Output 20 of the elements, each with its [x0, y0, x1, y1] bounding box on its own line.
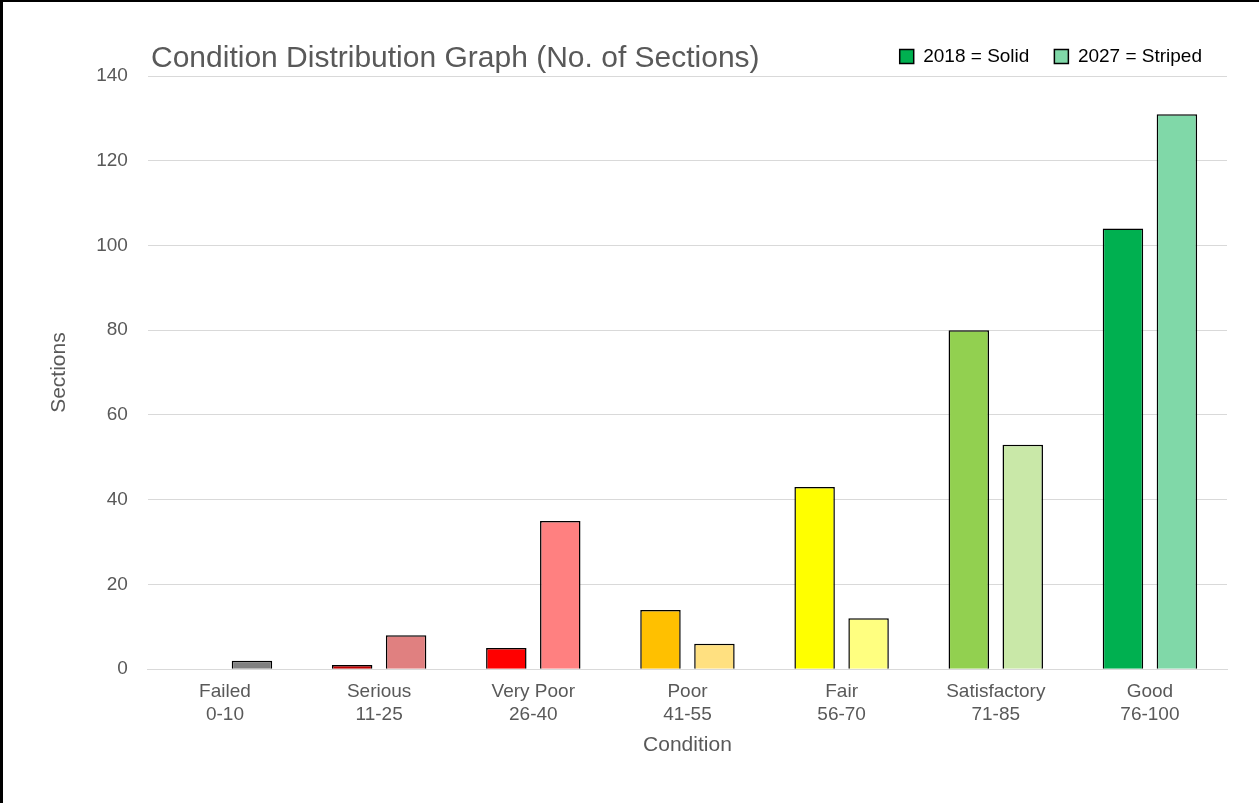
- chart-title: Condition Distribution Graph (No. of Sections): [151, 40, 760, 74]
- y-tick-label: 20: [106, 572, 128, 594]
- x-axis-title: Condition: [643, 732, 732, 756]
- legend-label: 2027 = Striped: [1077, 44, 1202, 66]
- x-tick-label: Satisfactory 71-85: [946, 679, 1046, 724]
- y-tick-label: 40: [106, 487, 128, 509]
- x-tick-label: Very Poor 26-40: [491, 679, 576, 724]
- y-tick-label: 100: [96, 233, 128, 255]
- y-tick-label: 80: [106, 318, 128, 340]
- y-tick-label: 120: [96, 148, 128, 170]
- x-tick-label: Poor 41-55: [663, 679, 712, 724]
- legend-label: 2018 = Solid: [923, 44, 1030, 66]
- y-tick-label: 0: [117, 657, 128, 679]
- x-tick-label: Serious 11-25: [346, 679, 412, 724]
- x-tick-label: Fair 56-70: [817, 679, 866, 724]
- y-tick-label: 60: [106, 403, 128, 425]
- y-axis-title: Sections: [46, 332, 70, 413]
- x-tick-label: Good 76-100: [1120, 679, 1180, 724]
- x-tick-label: Failed 0-10: [199, 679, 251, 724]
- y-tick-label: 140: [96, 64, 128, 86]
